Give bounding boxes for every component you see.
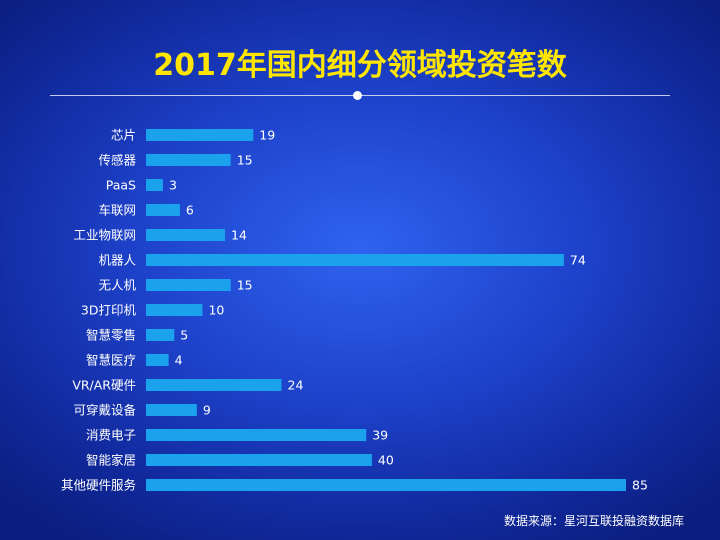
bar — [146, 204, 180, 216]
category-label: 工业物联网 — [73, 228, 136, 243]
category-label: 智慧医疗 — [86, 353, 136, 368]
value-label: 14 — [231, 228, 247, 243]
category-label: 3D打印机 — [81, 303, 137, 318]
value-label: 5 — [180, 328, 188, 343]
chart-title: 2017年国内细分领域投资笔数 — [153, 48, 567, 83]
value-label: 19 — [259, 128, 275, 143]
bar — [146, 254, 564, 266]
category-label: 机器人 — [98, 253, 136, 268]
bar — [146, 379, 282, 391]
bar — [146, 154, 231, 166]
value-label: 4 — [175, 353, 183, 368]
bar — [146, 479, 626, 491]
bar — [146, 429, 367, 441]
bar — [146, 404, 197, 416]
category-label: 可穿戴设备 — [73, 403, 136, 418]
value-label: 39 — [372, 428, 388, 443]
bars-group: 芯片 19 传感器 15 PaaS 3 车联网 6 工业物联网 14 机器人 74 无人机 15 3D打印机… — [61, 128, 648, 493]
value-label: 24 — [288, 378, 304, 393]
category-label: PaaS — [106, 178, 136, 193]
category-label: 传感器 — [98, 153, 136, 168]
category-label: 芯片 — [111, 128, 136, 143]
bar — [146, 229, 226, 241]
source-note: 数据来源：星河互联投融资数据库 — [503, 514, 684, 528]
bar — [146, 354, 169, 366]
bar — [146, 279, 231, 291]
bar — [146, 179, 163, 191]
value-label: 3 — [169, 178, 177, 193]
bar — [146, 329, 175, 341]
title-band: 2017年国内细分领域投资笔数 — [50, 44, 670, 88]
value-label: 85 — [632, 478, 648, 493]
category-label: VR/AR硬件 — [72, 378, 136, 393]
bar — [146, 129, 254, 141]
divider-dot — [353, 91, 362, 100]
category-label: 无人机 — [98, 278, 136, 293]
category-label: 智慧零售 — [86, 328, 136, 343]
bar — [146, 304, 203, 316]
value-label: 15 — [237, 278, 253, 293]
value-label: 6 — [186, 203, 194, 218]
value-label: 9 — [203, 403, 211, 418]
value-label: 40 — [378, 453, 394, 468]
category-label: 消费电子 — [86, 428, 136, 443]
value-label: 15 — [237, 153, 253, 168]
category-label: 智能家居 — [86, 453, 136, 468]
value-label: 74 — [570, 253, 586, 268]
category-label: 其他硬件服务 — [61, 478, 136, 493]
bar — [146, 454, 372, 466]
category-label: 车联网 — [98, 203, 136, 218]
value-label: 10 — [208, 303, 224, 318]
